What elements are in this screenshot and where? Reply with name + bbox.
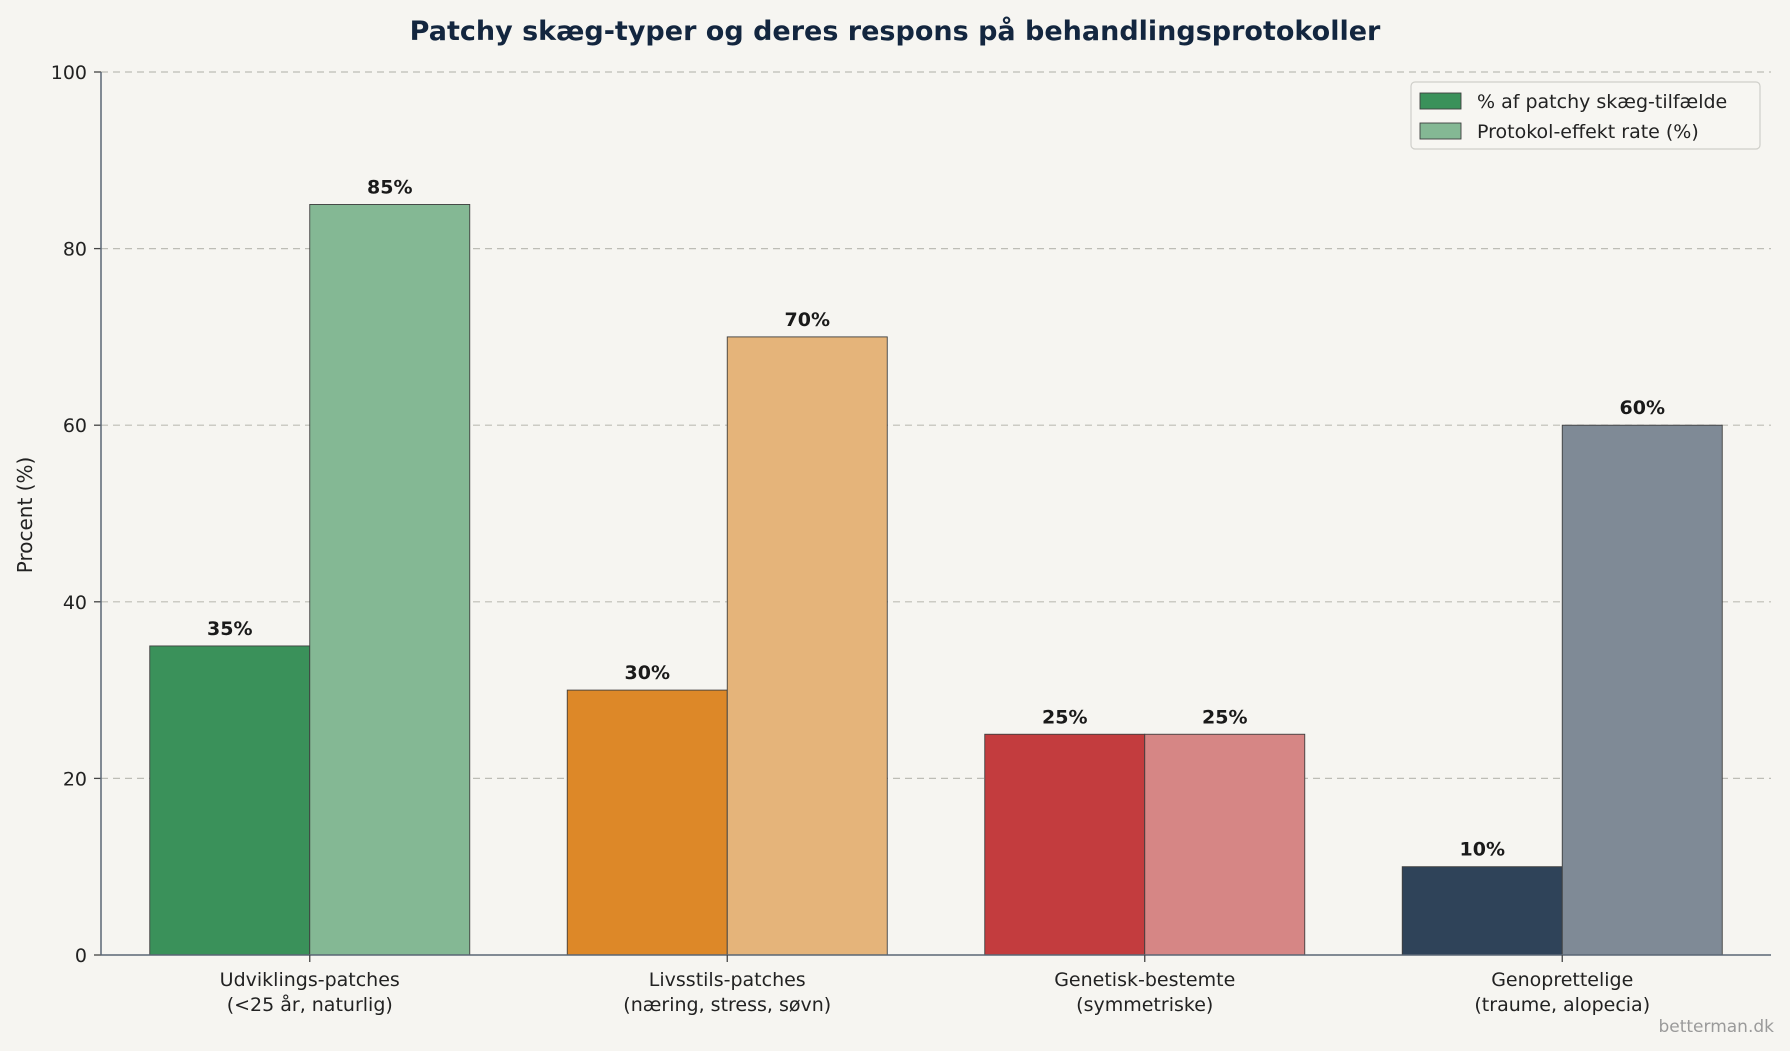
legend-box [1410, 81, 1761, 150]
x-tick-label: Genoprettelige [1491, 969, 1633, 991]
legend-label: Protokol-effekt rate (%) [1477, 121, 1699, 143]
x-tick-label: (næring, stress, søvn) [623, 994, 831, 1016]
y-tick-label: 40 [63, 592, 87, 614]
data-label: 35% [207, 618, 252, 640]
x-tick-label: (symmetriske) [1076, 994, 1213, 1016]
data-label: 25% [1042, 706, 1087, 728]
y-tick-label: 20 [63, 768, 87, 790]
bar-cases-1 [566, 689, 728, 956]
legend-label: % af patchy skæg-tilfælde [1477, 91, 1727, 113]
y-tick-label: 60 [63, 415, 87, 437]
bar-cases-0 [149, 645, 311, 956]
bar-effect-2 [1144, 733, 1306, 956]
legend: % af patchy skæg-tilfælde Protokol-effekt… [1410, 81, 1761, 150]
bars [149, 203, 1723, 956]
bar-effect-1 [726, 336, 888, 956]
bar-effect-0 [309, 203, 471, 956]
data-labels: 35% 85% 30% 70% 25% 25% 10% 60% [207, 176, 1665, 860]
y-tick-label: 80 [63, 239, 87, 261]
x-tick-label: (<25 år, naturlig) [227, 993, 393, 1016]
legend-swatch [1419, 122, 1462, 140]
data-label: 70% [785, 309, 830, 331]
source-credit: betterman.dk [1658, 1017, 1774, 1037]
data-label: 60% [1620, 397, 1665, 419]
axes: 0 20 40 60 80 100 Udviklings-patches(<25 år, n… [51, 62, 1771, 1016]
bar-cases-3 [1401, 866, 1563, 956]
data-label: 10% [1460, 839, 1505, 861]
chart-title: Patchy skæg-typer og deres respons på be… [410, 15, 1381, 47]
y-tick-label: 0 [75, 945, 87, 967]
legend-swatch [1419, 92, 1462, 110]
data-label: 85% [367, 176, 412, 198]
data-label: 30% [625, 662, 670, 684]
data-label: 25% [1202, 706, 1247, 728]
bar-cases-2 [984, 733, 1146, 956]
y-tick-label: 100 [51, 62, 87, 84]
bar-effect-3 [1561, 424, 1723, 956]
y-axis-label: Procent (%) [13, 457, 37, 574]
x-tick-label: Genetisk-bestemte [1054, 969, 1235, 991]
x-tick-label: Livsstils-patches [649, 969, 806, 991]
x-tick-label: Udviklings-patches [220, 969, 400, 991]
x-tick-label: (traume, alopecia) [1474, 994, 1650, 1016]
